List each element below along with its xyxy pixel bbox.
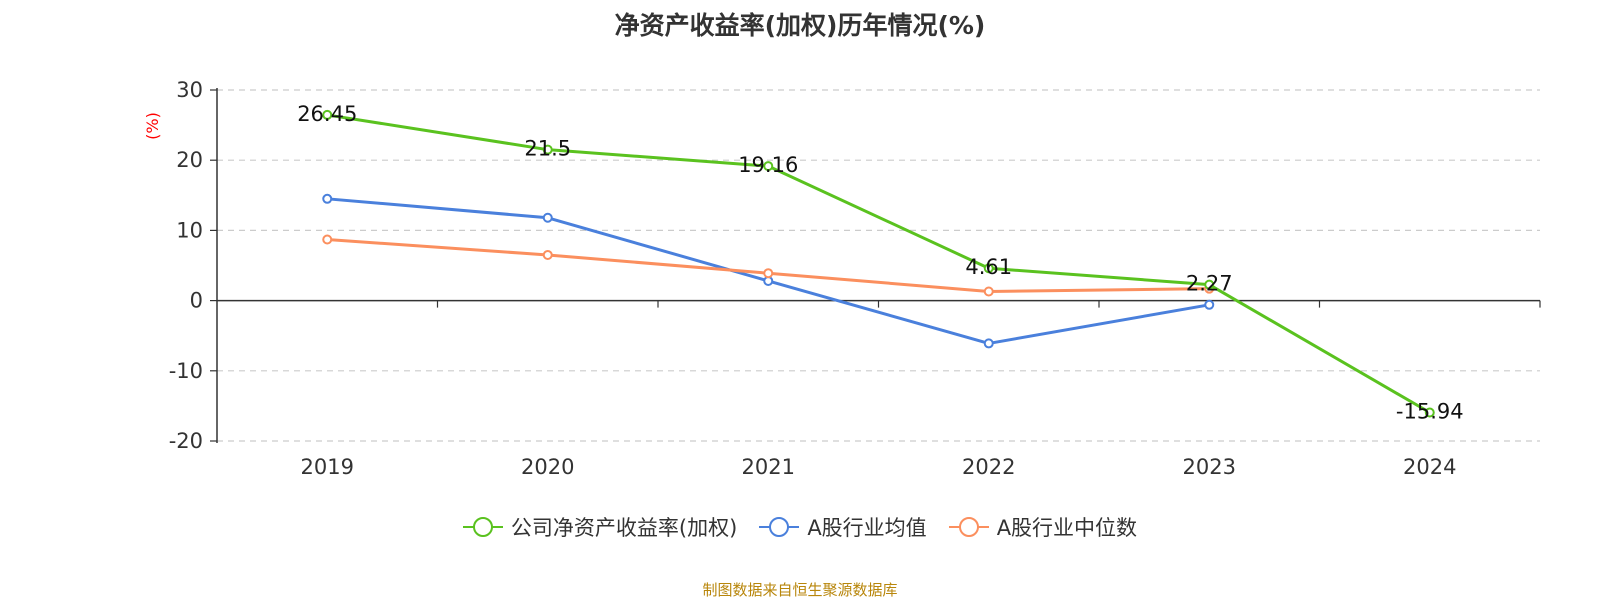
y-tick-label: -20 xyxy=(169,429,203,453)
data-label: 19.16 xyxy=(738,153,798,177)
y-tick-label: 0 xyxy=(190,289,203,313)
data-label: 2.27 xyxy=(1186,272,1233,296)
y-axis-label: (%) xyxy=(143,112,162,140)
x-tick-label: 2020 xyxy=(521,455,574,479)
data-point xyxy=(542,249,553,260)
data-label: 21.5 xyxy=(524,137,571,161)
legend-label: 公司净资产收益率(加权) xyxy=(510,516,738,540)
series-line xyxy=(327,113,1431,414)
x-tick-label: 2021 xyxy=(742,455,795,479)
legend-item-company-roe[interactable]: 公司净资产收益率(加权) xyxy=(462,512,738,542)
data-label: -15.94 xyxy=(1396,399,1464,423)
data-label: 26.45 xyxy=(297,102,357,126)
data-point xyxy=(322,109,333,120)
data-point xyxy=(763,161,774,172)
data-point xyxy=(983,263,994,274)
data-label: 4.61 xyxy=(965,255,1012,279)
legend-label: A股行业中位数 xyxy=(996,516,1138,540)
source-note: 制图数据来自恒生聚源数据库 xyxy=(702,581,898,599)
legend-item-industry-median[interactable]: A股行业中位数 xyxy=(948,512,1138,542)
line-marker-icon xyxy=(759,517,800,537)
x-tick-label: 2019 xyxy=(301,455,354,479)
y-tick-label: 30 xyxy=(176,78,203,102)
data-point xyxy=(983,286,994,297)
y-tick-label: 20 xyxy=(176,148,203,172)
data-point xyxy=(983,338,994,349)
legend-item-industry-mean[interactable]: A股行业均值 xyxy=(759,512,927,542)
data-point xyxy=(322,193,333,204)
data-point xyxy=(1204,299,1215,310)
x-tick-label: 2023 xyxy=(1183,455,1236,479)
data-point xyxy=(1204,279,1215,290)
legend-label: A股行业均值 xyxy=(807,516,927,540)
line-marker-icon xyxy=(948,517,989,537)
y-tick-label: 10 xyxy=(176,218,203,242)
data-point xyxy=(542,144,553,155)
data-point xyxy=(542,212,553,223)
data-point xyxy=(1424,407,1435,418)
line-marker-icon xyxy=(462,517,503,537)
data-point xyxy=(322,234,333,245)
data-point xyxy=(763,268,774,279)
y-tick-label: -10 xyxy=(169,359,203,383)
legend: 公司净资产收益率(加权) A股行业均值 A股行业中位数 xyxy=(0,512,1600,542)
x-tick-label: 2024 xyxy=(1403,455,1456,479)
x-tick-label: 2022 xyxy=(962,455,1015,479)
chart-title: 净资产收益率(加权)历年情况(%) xyxy=(614,11,986,40)
